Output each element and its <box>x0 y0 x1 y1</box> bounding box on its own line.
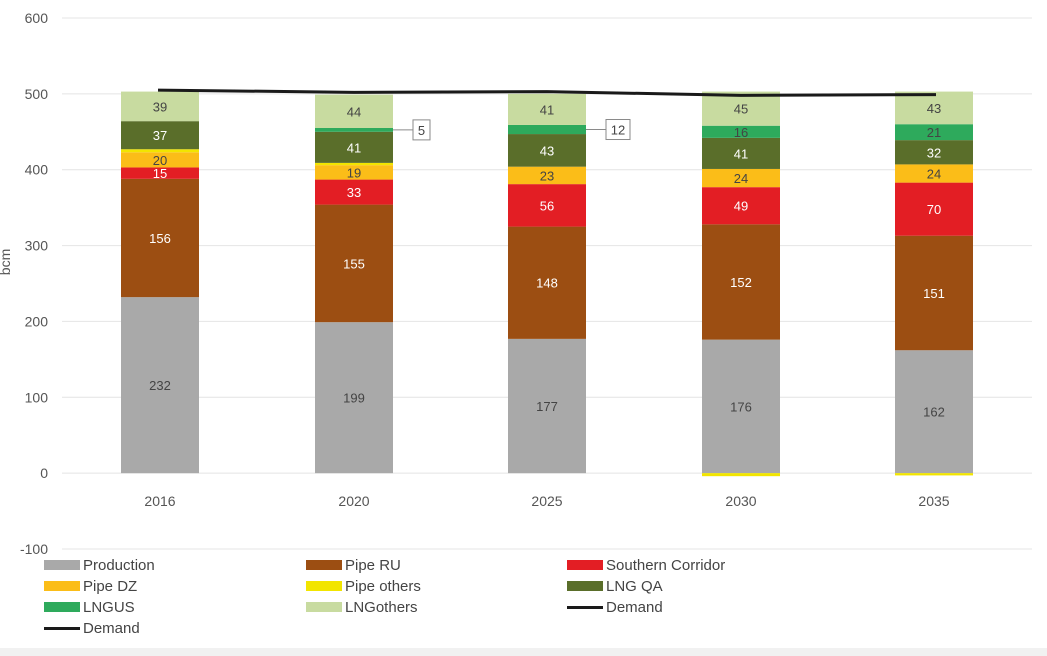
bar-segment <box>121 91 199 122</box>
data-label: 44 <box>347 104 361 119</box>
data-label: 19 <box>347 165 361 180</box>
callout-label: 5 <box>418 123 425 138</box>
bar-segment <box>315 127 393 132</box>
x-tick-label: 2030 <box>725 493 756 509</box>
bar-segment <box>895 473 973 476</box>
bar-segment <box>121 178 199 298</box>
data-label: 199 <box>343 391 365 406</box>
data-label: 151 <box>923 286 945 301</box>
data-label: 39 <box>153 99 167 114</box>
data-label: 45 <box>734 102 748 117</box>
data-label: 148 <box>536 276 558 291</box>
y-tick-label: 500 <box>25 86 49 102</box>
y-tick-label: 200 <box>25 313 49 329</box>
bar-segment <box>508 134 586 167</box>
data-label: 33 <box>347 185 361 200</box>
bar-segment <box>702 168 780 188</box>
x-tick-label: 2035 <box>918 493 949 509</box>
data-label: 56 <box>540 198 554 213</box>
callout-box <box>605 119 631 141</box>
bar-segment <box>315 165 393 180</box>
bar-segment <box>895 140 973 165</box>
x-tick-label: 2020 <box>338 493 369 509</box>
data-label: 20 <box>153 153 167 168</box>
bar-segment <box>315 162 393 166</box>
data-label: 177 <box>536 399 558 414</box>
data-label: 32 <box>927 145 941 160</box>
data-label: 41 <box>734 146 748 161</box>
data-label: 155 <box>343 256 365 271</box>
y-tick-label: -100 <box>20 541 48 557</box>
bar-segment <box>508 166 586 185</box>
bar-segment <box>121 297 199 474</box>
data-label: 24 <box>734 171 748 186</box>
bar-segment <box>895 124 973 141</box>
bar-segment <box>895 235 973 351</box>
callout-label: 12 <box>611 123 625 138</box>
bar-segment <box>702 473 780 477</box>
y-axis-label: bcm <box>0 249 13 275</box>
bar-segment <box>315 322 393 474</box>
bar-segment <box>508 184 586 227</box>
data-label: 16 <box>734 125 748 140</box>
data-label: 15 <box>153 166 167 181</box>
bar-segment <box>121 167 199 179</box>
bar-segment <box>895 350 973 474</box>
callout-box <box>412 119 431 141</box>
demand-line <box>157 88 937 97</box>
bar-segment <box>508 226 586 339</box>
bar-segment <box>121 121 199 150</box>
y-tick-label: 600 <box>25 10 49 26</box>
data-label: 152 <box>730 275 752 290</box>
bar-segment <box>121 152 199 168</box>
bar-segment <box>508 124 586 135</box>
bar-segment <box>702 187 780 225</box>
data-label: 24 <box>927 167 941 182</box>
bar-segment <box>315 94 393 128</box>
data-label: 70 <box>927 202 941 217</box>
y-tick-label: 100 <box>25 389 49 405</box>
y-tick-label: 300 <box>25 238 49 254</box>
y-axis-ticks: 600 500 400 300 200 100 0 -100 <box>20 10 48 557</box>
x-tick-label: 2016 <box>144 493 175 509</box>
bar-segment <box>702 91 780 126</box>
data-label: 43 <box>540 143 554 158</box>
bar-segment <box>702 224 780 340</box>
x-tick-label: 2025 <box>531 493 562 509</box>
y-tick-label: 400 <box>25 162 49 178</box>
bar-segment <box>702 339 780 474</box>
bar-segment <box>895 164 973 183</box>
data-label: 162 <box>923 405 945 420</box>
bar-segment <box>702 125 780 138</box>
data-label: 43 <box>927 101 941 116</box>
bar-segment <box>315 131 393 163</box>
data-label: 232 <box>149 378 171 393</box>
data-label: 41 <box>347 140 361 155</box>
callouts: 5 12 <box>393 119 631 141</box>
data-label: 21 <box>927 125 941 140</box>
bottom-strip <box>0 648 1047 656</box>
data-label: 23 <box>540 168 554 183</box>
demand-line-group <box>157 88 937 97</box>
bars <box>121 91 973 477</box>
data-label: 176 <box>730 399 752 414</box>
x-axis-ticks: 2016 2020 2025 2030 2035 <box>144 493 949 509</box>
data-label: 41 <box>540 102 554 117</box>
bar-segment <box>508 338 586 474</box>
bar-segment <box>315 179 393 205</box>
bar-segment <box>895 91 973 125</box>
bar-segment <box>121 149 199 153</box>
bar-segment <box>895 182 973 236</box>
bar-segment <box>508 93 586 125</box>
bar-segment <box>315 204 393 323</box>
y-tick-label: 0 <box>40 465 48 481</box>
data-label: 49 <box>734 199 748 214</box>
data-label: 156 <box>149 231 171 246</box>
bar-segment <box>702 137 780 169</box>
data-label: 37 <box>153 128 167 143</box>
